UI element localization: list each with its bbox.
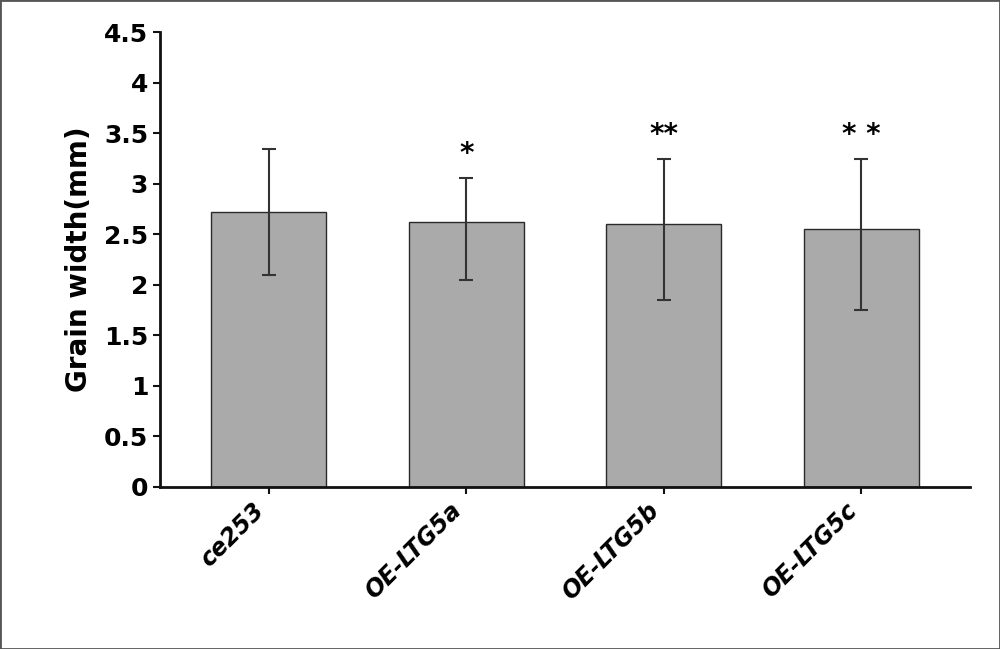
Text: **: ** [649, 121, 678, 149]
Bar [211, 212, 326, 487]
Bar [409, 222, 524, 487]
Text: * *: * * [842, 121, 881, 149]
Bar [606, 225, 721, 487]
Text: *: * [459, 140, 473, 167]
Bar [804, 229, 919, 487]
Y-axis label: Grain width(mm): Grain width(mm) [65, 127, 93, 393]
